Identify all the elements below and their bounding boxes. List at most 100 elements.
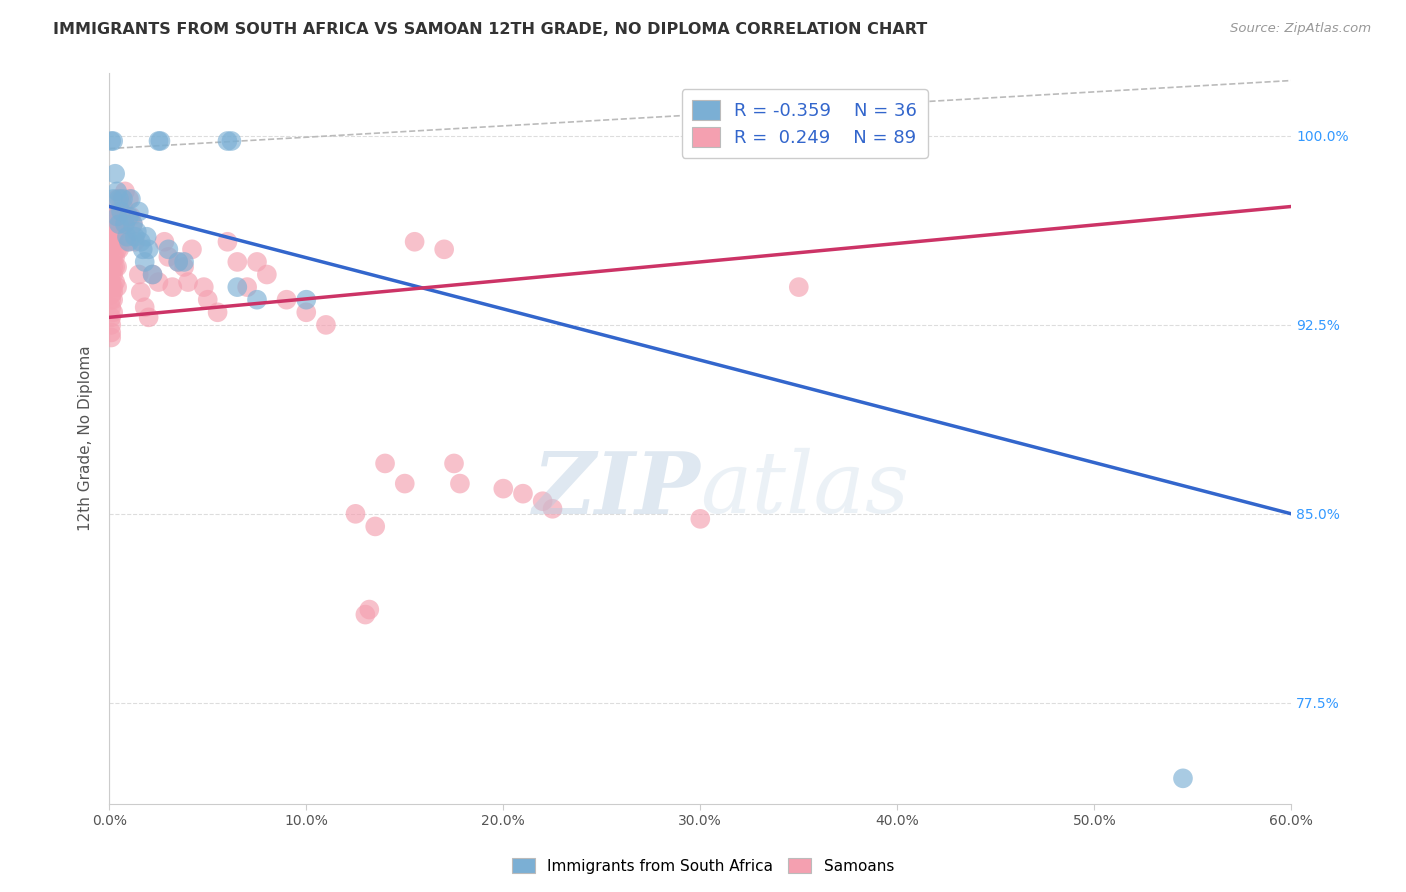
Point xyxy=(101,237,124,252)
Point xyxy=(100,300,122,314)
Point xyxy=(153,235,176,249)
Point xyxy=(531,494,554,508)
Point xyxy=(108,217,131,231)
Point xyxy=(110,192,132,206)
Y-axis label: 12th Grade, No Diploma: 12th Grade, No Diploma xyxy=(79,345,93,531)
Point xyxy=(157,250,180,264)
Point xyxy=(132,243,155,257)
Point xyxy=(276,293,298,307)
Point xyxy=(105,210,128,224)
Point xyxy=(129,235,152,249)
Point xyxy=(105,280,128,294)
Point xyxy=(149,134,172,148)
Point xyxy=(295,293,318,307)
Point xyxy=(100,287,122,301)
Point xyxy=(108,243,131,257)
Point xyxy=(246,255,269,269)
Point xyxy=(138,310,160,325)
Point xyxy=(256,268,278,282)
Point xyxy=(105,243,128,257)
Point xyxy=(100,293,122,307)
Legend: R = -0.359    N = 36, R =  0.249    N = 89: R = -0.359 N = 36, R = 0.249 N = 89 xyxy=(682,89,928,158)
Point xyxy=(364,519,387,533)
Point xyxy=(124,229,146,244)
Point xyxy=(443,457,465,471)
Point xyxy=(114,185,136,199)
Point xyxy=(104,275,127,289)
Text: ZIP: ZIP xyxy=(533,448,700,531)
Point xyxy=(354,607,377,622)
Point xyxy=(162,280,184,294)
Point xyxy=(115,229,138,244)
Point xyxy=(104,222,127,236)
Point xyxy=(101,280,124,294)
Point xyxy=(148,134,170,148)
Point xyxy=(138,243,160,257)
Point xyxy=(433,243,456,257)
Point xyxy=(221,134,243,148)
Point xyxy=(112,199,135,213)
Point xyxy=(217,134,239,148)
Point xyxy=(100,229,122,244)
Point xyxy=(100,310,122,325)
Point xyxy=(110,210,132,224)
Point xyxy=(129,285,152,300)
Point xyxy=(197,293,219,307)
Text: IMMIGRANTS FROM SOUTH AFRICA VS SAMOAN 12TH GRADE, NO DIPLOMA CORRELATION CHART: IMMIGRANTS FROM SOUTH AFRICA VS SAMOAN 1… xyxy=(53,22,928,37)
Text: atlas: atlas xyxy=(700,448,910,531)
Point xyxy=(167,255,190,269)
Text: Source: ZipAtlas.com: Source: ZipAtlas.com xyxy=(1230,22,1371,36)
Point xyxy=(404,235,426,249)
Point xyxy=(110,204,132,219)
Point xyxy=(359,602,381,616)
Point xyxy=(100,243,122,257)
Point xyxy=(449,476,471,491)
Point xyxy=(295,305,318,319)
Point xyxy=(110,229,132,244)
Point xyxy=(193,280,215,294)
Point xyxy=(100,318,122,332)
Point xyxy=(217,235,239,249)
Point xyxy=(100,326,122,340)
Point xyxy=(104,167,127,181)
Point xyxy=(125,225,148,239)
Point xyxy=(246,293,269,307)
Point xyxy=(101,229,124,244)
Point xyxy=(100,255,122,269)
Point xyxy=(118,235,141,249)
Point xyxy=(114,217,136,231)
Point xyxy=(101,268,124,282)
Point xyxy=(104,210,127,224)
Point xyxy=(100,280,122,294)
Point xyxy=(173,260,195,274)
Point xyxy=(101,305,124,319)
Point xyxy=(105,192,128,206)
Point xyxy=(105,185,128,199)
Point xyxy=(142,268,165,282)
Point xyxy=(100,235,122,249)
Point xyxy=(148,275,170,289)
Point xyxy=(226,255,249,269)
Point xyxy=(124,235,146,249)
Point xyxy=(115,235,138,249)
Point xyxy=(787,280,810,294)
Point xyxy=(100,262,122,277)
Point xyxy=(101,250,124,264)
Point xyxy=(492,482,515,496)
Point xyxy=(100,134,122,148)
Point xyxy=(101,293,124,307)
Point xyxy=(104,260,127,274)
Point xyxy=(122,217,145,231)
Point xyxy=(101,217,124,231)
Point xyxy=(108,192,131,206)
Point xyxy=(344,507,367,521)
Point xyxy=(177,275,200,289)
Point xyxy=(112,217,135,231)
Point xyxy=(105,210,128,224)
Point xyxy=(105,225,128,239)
Point xyxy=(118,192,141,206)
Point xyxy=(100,330,122,344)
Point xyxy=(394,476,416,491)
Point xyxy=(100,268,122,282)
Point xyxy=(101,285,124,300)
